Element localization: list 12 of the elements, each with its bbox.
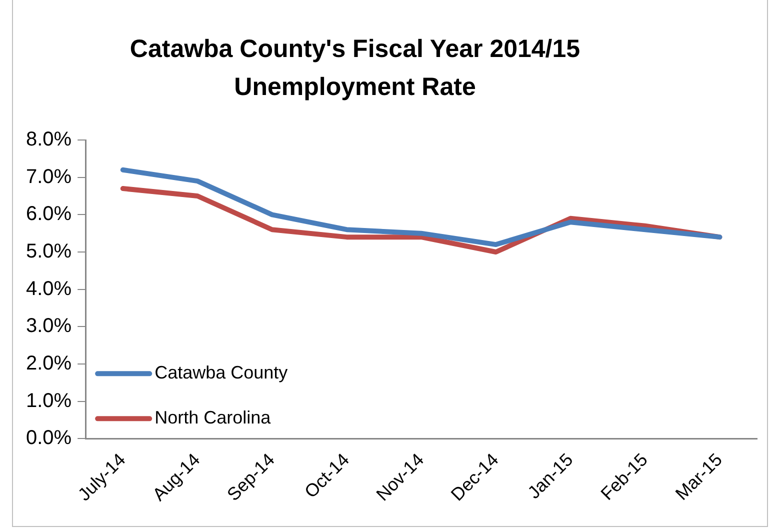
y-tick-label: 4.0% [26, 278, 72, 300]
y-tick-label: 2.0% [26, 352, 72, 375]
y-tick-label: 0.0% [26, 427, 72, 450]
legend-label: Catawba County [154, 362, 288, 383]
y-tick-label: 1.0% [26, 390, 72, 412]
chart-title: Catawba County's Fiscal Year 2014/15 Unemployment Rate [128, 34, 582, 103]
y-tick-label: 3.0% [26, 315, 72, 338]
y-tick-label: 5.0% [26, 240, 72, 263]
y-tick-label: 6.0% [26, 203, 72, 226]
legend-label: North Carolina [154, 408, 272, 428]
y-tick-label: 8.0% [26, 128, 72, 151]
y-tick-label: 7.0% [26, 166, 72, 188]
